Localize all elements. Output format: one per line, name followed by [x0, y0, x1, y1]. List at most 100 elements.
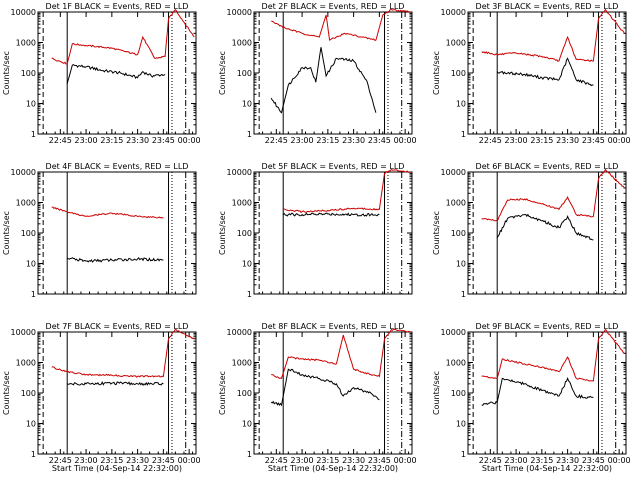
x-tick-label: 23:00: [75, 136, 98, 145]
x-tick-label: 22:45: [479, 136, 502, 145]
x-tick-label: 23:15: [316, 456, 339, 465]
y-tick-label: 100: [21, 69, 36, 78]
y-tick-label: 10000: [11, 168, 36, 177]
x-tick-label: 23:00: [75, 456, 98, 465]
y-axis-label: Counts/sec: [432, 371, 441, 415]
y-tick-label: 1000: [232, 199, 252, 208]
x-tick-label: 23:45: [152, 456, 175, 465]
x-tick-label: 00:00: [178, 136, 201, 145]
y-tick-label: 10000: [441, 8, 466, 17]
y-tick-label: 1: [31, 290, 36, 299]
y-tick-label: 10: [26, 420, 36, 429]
x-tick-label: 23:15: [530, 456, 553, 465]
lld-series-line: [51, 329, 195, 378]
lld-series-line: [51, 206, 164, 219]
y-tick-label: 10000: [227, 168, 252, 177]
x-axis-label: Start Time (04-Sep-14 22:32:00): [482, 464, 612, 473]
y-tick-label: 1000: [16, 199, 36, 208]
x-tick-label: 23:15: [530, 136, 553, 145]
x-tick-label: 23:00: [291, 136, 314, 145]
lld-series-line: [481, 8, 625, 62]
x-tick-label: 23:15: [100, 456, 123, 465]
lld-series-line: [481, 168, 625, 222]
y-tick-label: 100: [451, 69, 466, 78]
x-tick-label: 23:45: [582, 136, 605, 145]
y-tick-label: 10000: [11, 8, 36, 17]
y-tick-label: 100: [237, 389, 252, 398]
x-tick-label: 00:00: [178, 456, 201, 465]
y-tick-label: 1000: [16, 39, 36, 48]
y-tick-label: 100: [21, 389, 36, 398]
events-series-line: [282, 212, 380, 217]
x-tick-label: 00:00: [394, 136, 417, 145]
chart-panel-3: Det 3F BLACK = Events, RED = LLD Counts/s…: [432, 2, 631, 145]
y-tick-label: 10: [456, 260, 466, 269]
chart-title: Det 5F BLACK = Events, RED = LLD: [262, 162, 405, 171]
y-tick-label: 1000: [232, 39, 252, 48]
y-tick-label: 1000: [446, 359, 466, 368]
y-tick-label: 1: [461, 450, 466, 459]
x-tick-label: 23:30: [126, 456, 149, 465]
lld-series-line: [271, 328, 411, 380]
y-tick-label: 1: [247, 450, 252, 459]
y-axis-label: Counts/sec: [2, 51, 11, 95]
events-series-line: [66, 64, 166, 84]
y-axis-label: Counts/sec: [218, 371, 227, 415]
y-tick-label: 10000: [11, 328, 36, 337]
x-tick-label: 23:30: [342, 456, 365, 465]
x-tick-label: 23:30: [126, 136, 149, 145]
y-tick-label: 10: [26, 100, 36, 109]
chart-panel-6: Det 6F BLACK = Events, RED = LLD Counts/s…: [432, 162, 627, 299]
y-axis-label: Counts/sec: [432, 51, 441, 95]
y-tick-label: 100: [237, 229, 252, 238]
y-tick-label: 10000: [441, 328, 466, 337]
events-series-line: [481, 377, 594, 406]
y-axis-label: Counts/sec: [2, 211, 11, 255]
lld-series-line: [51, 8, 195, 65]
y-axis-label: Counts/sec: [2, 371, 11, 415]
y-axis-label: Counts/sec: [218, 211, 227, 255]
y-tick-label: 10: [242, 260, 252, 269]
events-series-line: [66, 256, 164, 263]
events-series-line: [496, 213, 594, 241]
x-tick-label: 00:00: [394, 456, 417, 465]
y-tick-label: 10: [456, 420, 466, 429]
x-tick-label: 22:45: [49, 136, 72, 145]
chart-title: Det 8F BLACK = Events, RED = LLD: [262, 322, 405, 331]
chart-title: Det 9F BLACK = Events, RED = LLD: [476, 322, 619, 331]
x-tick-label: 23:15: [100, 136, 123, 145]
y-tick-label: 1: [247, 290, 252, 299]
x-tick-label: 22:45: [479, 456, 502, 465]
y-tick-label: 10000: [441, 168, 466, 177]
y-tick-label: 100: [451, 389, 466, 398]
chart-panel-1: Det 1F BLACK = Events, RED = LLD Counts/s…: [2, 2, 201, 145]
chart-panel-9: Det 9F BLACK = Events, RED = LLD Counts/s…: [432, 322, 631, 473]
x-tick-label: 23:00: [291, 456, 314, 465]
lld-series-line: [271, 9, 411, 41]
x-tick-label: 23:30: [556, 136, 579, 145]
chart-title: Det 7F BLACK = Events, RED = LLD: [46, 322, 189, 331]
x-tick-label: 22:45: [265, 136, 288, 145]
y-tick-label: 1: [461, 290, 466, 299]
x-tick-label: 23:45: [368, 136, 391, 145]
lld-series-line: [283, 168, 411, 213]
chart-panel-5: Det 5F BLACK = Events, RED = LLD Counts/s…: [218, 162, 413, 299]
x-tick-label: 23:00: [505, 136, 528, 145]
y-tick-label: 1000: [446, 39, 466, 48]
x-tick-label: 23:30: [342, 136, 365, 145]
y-tick-label: 10: [26, 260, 36, 269]
x-tick-label: 23:30: [556, 456, 579, 465]
chart-title: Det 6F BLACK = Events, RED = LLD: [476, 162, 619, 171]
x-tick-label: 23:45: [368, 456, 391, 465]
chart-panel-8: Det 8F BLACK = Events, RED = LLD Counts/s…: [218, 322, 417, 473]
chart-panel-2: Det 2F BLACK = Events, RED = LLD Counts/s…: [218, 2, 417, 145]
y-tick-label: 1: [461, 130, 466, 139]
y-tick-label: 10: [242, 100, 252, 109]
x-tick-label: 23:45: [152, 136, 175, 145]
y-axis-label: Counts/sec: [218, 51, 227, 95]
y-tick-label: 1000: [446, 199, 466, 208]
x-axis-label: Start Time (04-Sep-14 22:32:00): [52, 464, 182, 473]
y-tick-label: 100: [451, 229, 466, 238]
x-tick-label: 23:15: [316, 136, 339, 145]
